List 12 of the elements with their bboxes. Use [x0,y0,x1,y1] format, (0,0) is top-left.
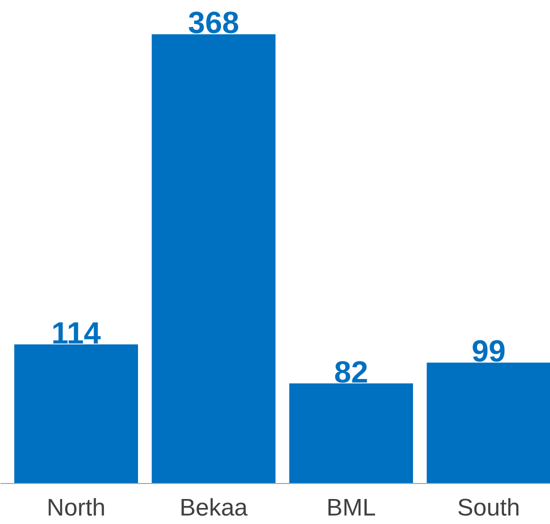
x-tick-label: Bekaa [180,494,248,522]
x-tick-label: BML [326,494,376,522]
data-label: 114 [51,316,101,350]
bar [14,344,138,484]
data-label: 99 [472,334,506,369]
data-label: 368 [188,6,240,40]
bar [152,34,276,484]
x-tick-label: South [457,494,520,522]
bar [289,383,413,484]
x-tick-label: North [46,494,106,522]
data-label: 82 [334,355,368,390]
bar [426,362,550,484]
